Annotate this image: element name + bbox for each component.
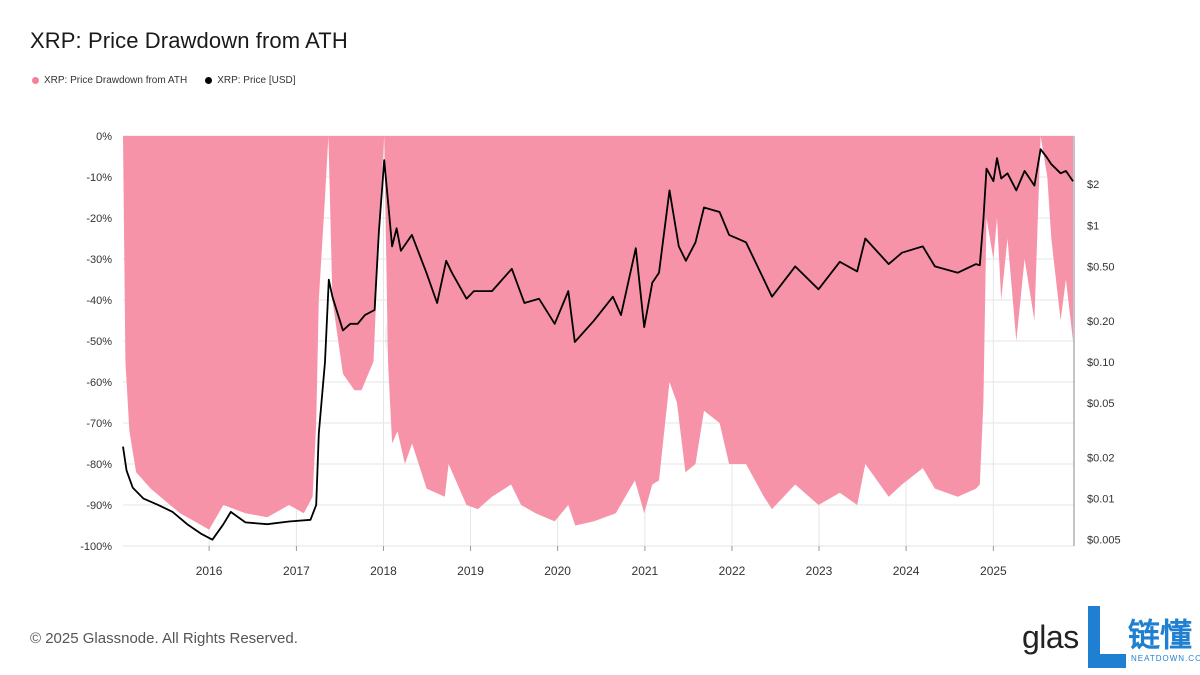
x-tick-label: 2018 [370,564,397,578]
y-left-tick-label: -70% [86,418,112,430]
legend-swatch-drawdown [32,77,39,84]
x-tick-label: 2025 [980,564,1007,578]
x-tick-label: 2019 [457,564,484,578]
logo-sub-text: NEATDOWN.COM [1131,654,1200,663]
legend-item-drawdown[interactable]: XRP: Price Drawdown from ATH [32,75,187,86]
copyright: © 2025 Glassnode. All Rights Reserved. [30,630,298,647]
drawdown-area [123,136,1073,530]
y-left-tick-label: -100% [80,541,112,553]
y-right-tick-label: $2 [1087,179,1099,191]
y-left-tick-label: -30% [86,254,112,266]
legend-swatch-price [205,77,213,84]
y-left-tick-label: -90% [86,500,112,512]
legend-item-price[interactable]: XRP: Price [USD] [205,75,296,86]
y-left-tick-label: -60% [86,377,112,389]
x-tick-label: 2016 [196,564,223,578]
y-right-tick-label: $0.50 [1087,261,1115,273]
legend-label-drawdown: XRP: Price Drawdown from ATH [44,75,188,86]
x-tick-label: 2024 [893,564,920,578]
x-tick-label: 2023 [806,564,833,578]
y-left-tick-label: -10% [86,172,112,184]
chart-canvas: glassnode 201620172018201920202021202220… [80,131,1121,578]
y-left-tick-label: -50% [86,336,112,348]
y-right-tick-label: $0.02 [1087,452,1115,464]
x-tick-label: 2022 [719,564,746,578]
legend: XRP: Price Drawdown from ATH XRP: Price … [32,75,296,86]
y-axis-right: $2 $1 $0.50 $0.20 $0.10 $0.05 $0.02 $0.01 $0.005 [1087,179,1121,547]
y-left-tick-label: -80% [86,459,112,471]
x-tick-label: 2020 [544,564,571,578]
y-right-tick-label: $0.10 [1087,357,1115,369]
y-left-tick-label: -40% [86,295,112,307]
logo-brand-text: glas [1022,619,1079,655]
x-tick-label: 2021 [632,564,659,578]
x-axis: 2016 2017 2018 2019 2020 2021 2022 2023 2024 2025 [196,546,1007,578]
legend-label-price: XRP: Price [USD] [217,75,296,86]
chart-title: XRP: Price Drawdown from ATH [30,28,348,53]
price-line [122,148,1074,541]
logo-cn-text: 链懂 [1128,617,1193,653]
logo-mark-icon [1088,606,1126,668]
y-right-tick-label: $0.05 [1087,398,1115,410]
y-right-tick-label: $0.01 [1087,494,1115,506]
y-right-tick-label: $1 [1087,220,1099,232]
y-right-tick-label: $0.005 [1087,535,1121,547]
y-left-tick-label: 0% [96,131,112,143]
x-tick-label: 2017 [283,564,310,578]
y-right-tick-label: $0.20 [1087,316,1115,328]
y-axis-left: 0% -10% -20% -30% -40% -50% -60% -70% -80% -90% -1… [80,131,112,553]
y-left-tick-label: -20% [86,213,112,225]
